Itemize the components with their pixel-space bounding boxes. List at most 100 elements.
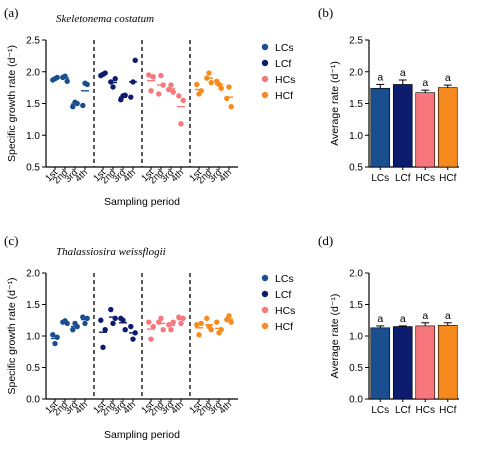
- legend-marker: [261, 91, 269, 99]
- significance-label: a: [445, 72, 451, 84]
- data-point: [148, 88, 154, 94]
- legend-label: LCf: [275, 289, 291, 301]
- data-point: [158, 72, 164, 79]
- data-point: [102, 327, 108, 333]
- x-tick-label: LCf: [395, 173, 411, 184]
- data-point: [158, 315, 164, 322]
- chart-title: Skeletonema costatum: [56, 13, 154, 25]
- bar: [370, 87, 391, 168]
- bar: [437, 324, 458, 400]
- y-tick-label: 2.0: [349, 67, 363, 78]
- y-tick-label: 0.0: [26, 395, 40, 406]
- data-point: [170, 89, 176, 95]
- y-tick-label: 1.0: [349, 131, 363, 142]
- significance-label: a: [400, 67, 406, 79]
- y-tick-label: 0.5: [26, 163, 40, 174]
- legend-label: LCf: [275, 58, 291, 70]
- y-tick-label: 0.5: [26, 363, 40, 374]
- data-point: [122, 327, 128, 333]
- y-tick-label: 1.5: [349, 99, 363, 110]
- data-point: [228, 319, 234, 325]
- data-point: [82, 320, 88, 327]
- data-point: [108, 306, 114, 313]
- x-tick-label: HCf: [439, 405, 456, 416]
- data-point: [168, 327, 174, 333]
- y-tick-label: 0.5: [349, 163, 363, 174]
- y-axis-label: Specific growth rate (d⁻¹): [6, 45, 18, 162]
- x-tick-label: LCf: [395, 405, 411, 416]
- data-point: [64, 78, 70, 84]
- data-point: [176, 93, 182, 99]
- legend-marker: [261, 274, 269, 282]
- data-point: [52, 340, 58, 347]
- significance-label: a: [422, 77, 428, 89]
- x-tick-label: 4th: [169, 167, 186, 184]
- data-point: [100, 344, 106, 351]
- legend-label: HCs: [275, 305, 295, 317]
- y-tick-label: 1.5: [26, 300, 40, 311]
- y-tick-label: 0.0: [349, 395, 363, 406]
- legend-marker: [261, 59, 269, 67]
- significance-label: a: [377, 71, 383, 83]
- data-point: [112, 76, 118, 82]
- data-point: [218, 85, 224, 91]
- y-tick-label: 2.0: [349, 269, 363, 280]
- data-point: [110, 84, 116, 90]
- data-point: [176, 314, 182, 320]
- legend-marker: [261, 322, 269, 330]
- data-point: [228, 103, 234, 110]
- legend-label: LCs: [275, 42, 294, 54]
- panel-label: (b): [318, 5, 333, 20]
- legend-marker: [261, 43, 269, 51]
- data-point: [204, 315, 210, 322]
- x-tick-label: HCs: [416, 405, 435, 416]
- bar: [437, 87, 458, 168]
- data-point: [146, 72, 152, 78]
- significance-label: a: [377, 313, 383, 325]
- panel-label: (c): [4, 233, 18, 248]
- y-tick-label: 1.5: [26, 99, 40, 110]
- x-axis-label: Sampling period: [104, 196, 180, 208]
- legend-label: HCf: [275, 90, 293, 102]
- bar: [415, 92, 436, 168]
- panel-label: (d): [318, 233, 333, 248]
- data-point: [148, 336, 154, 342]
- data-point: [146, 319, 152, 325]
- x-tick-label: 4th: [217, 399, 234, 416]
- bar: [392, 84, 413, 168]
- data-point: [196, 332, 202, 338]
- data-point: [128, 323, 134, 330]
- x-tick-label: LCs: [371, 405, 389, 416]
- data-point: [194, 321, 200, 328]
- data-point: [132, 57, 138, 64]
- data-point: [160, 327, 166, 333]
- bar: [415, 325, 436, 400]
- data-point: [208, 79, 214, 86]
- x-tick-label: 4th: [73, 167, 90, 184]
- legend-label: LCs: [275, 273, 294, 285]
- y-tick-label: 0.5: [349, 363, 363, 374]
- data-point: [226, 84, 232, 90]
- y-tick-label: 2.5: [26, 36, 40, 47]
- x-tick-label: 4th: [121, 167, 138, 184]
- x-axis-label: Sampling period: [104, 429, 180, 441]
- y-tick-label: 1.5: [349, 300, 363, 311]
- data-point: [226, 313, 232, 319]
- y-axis-label: Average rate (d⁻¹): [329, 61, 341, 146]
- y-tick-label: 1.0: [349, 332, 363, 343]
- data-point: [80, 102, 86, 109]
- y-tick-label: 1.0: [26, 332, 40, 343]
- y-axis-label: Average rate (d⁻¹): [329, 294, 341, 379]
- panel-label: (a): [4, 5, 18, 20]
- data-point: [206, 70, 212, 76]
- data-point: [80, 314, 86, 320]
- significance-label: a: [422, 310, 428, 322]
- y-axis-label: Specific growth rate (d⁻¹): [6, 278, 18, 395]
- chart-title: Thalassiosira weissflogii: [56, 246, 166, 258]
- bar: [392, 326, 413, 400]
- x-tick-label: HCs: [416, 173, 435, 184]
- data-point: [194, 81, 200, 88]
- x-tick-label: 4th: [121, 399, 138, 416]
- bar: [370, 327, 391, 400]
